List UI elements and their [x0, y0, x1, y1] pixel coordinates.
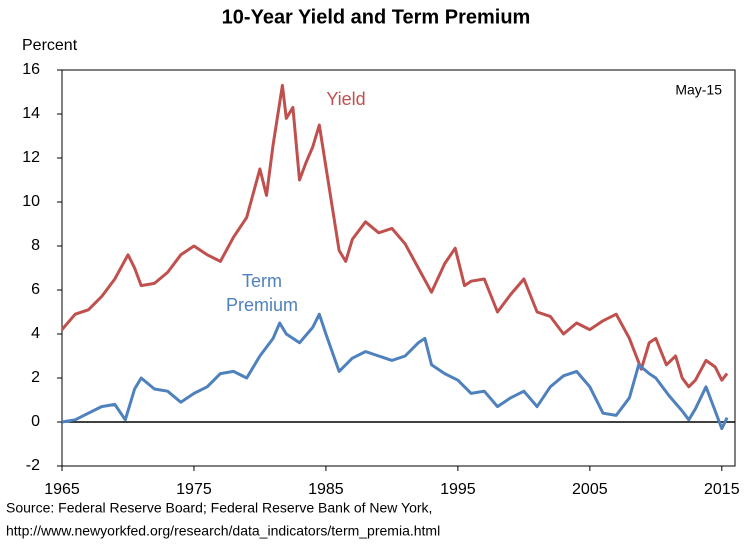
y-tick-label: 14	[22, 105, 40, 122]
plot-frame	[61, 69, 736, 467]
y-tick-label: 16	[22, 61, 40, 78]
y-tick-label: 6	[31, 281, 40, 298]
y-tick-label: 0	[31, 413, 40, 430]
x-tick-label: 1975	[176, 481, 212, 498]
y-tick-label: -2	[26, 457, 40, 474]
source: Source: Federal Reserve Board; Federal R…	[6, 500, 432, 516]
y-tick-label: 8	[31, 237, 40, 254]
x-tick-label: 1965	[44, 481, 80, 498]
annotation: May-15	[675, 82, 722, 98]
y-tick-label: 10	[22, 193, 40, 210]
y-tick-label: 12	[22, 149, 40, 166]
y-tick-label: 2	[31, 369, 40, 386]
series-line	[61, 312, 729, 431]
x-tick-label: 2015	[704, 481, 740, 498]
chart-title: 10-Year Yield and Term Premium	[222, 6, 531, 28]
x-tick-label: 2005	[572, 481, 608, 498]
series-label: Yield	[326, 89, 365, 109]
x-tick-label: 1995	[440, 481, 476, 498]
series-line	[60, 83, 729, 389]
series-label: Premium	[226, 295, 298, 315]
y-tick-label: 4	[31, 325, 40, 342]
source: http://www.newyorkfed.org/research/data_…	[6, 523, 440, 539]
series-label: Term	[242, 271, 282, 291]
x-tick-label: 1985	[308, 481, 344, 498]
y-axis-label: Percent	[22, 37, 78, 54]
